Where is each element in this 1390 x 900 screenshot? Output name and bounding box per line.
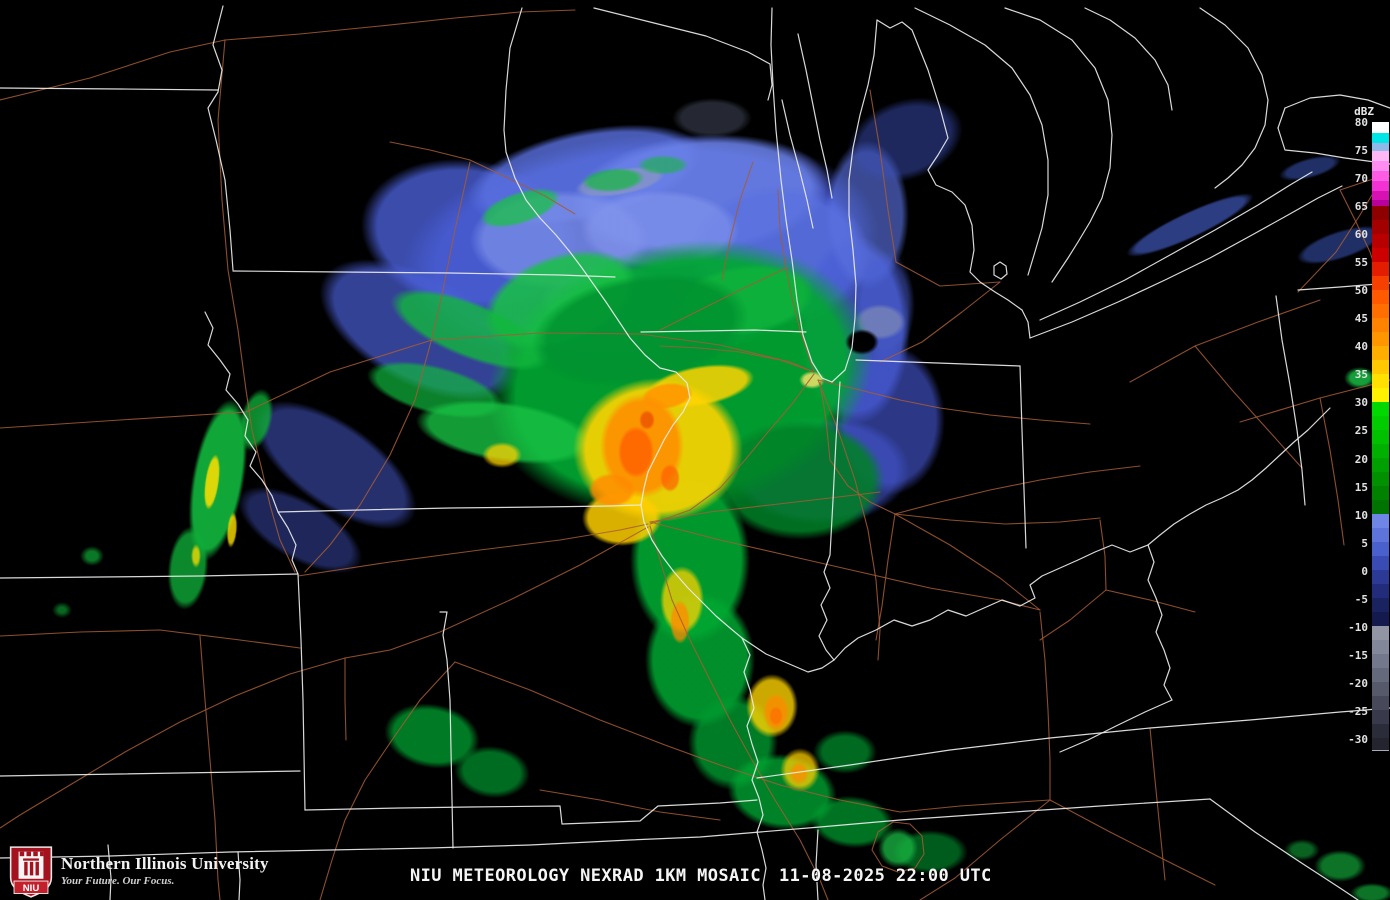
niu-shield-text: NIU — [23, 883, 40, 894]
colorbar-tick-80: 80 — [1354, 116, 1368, 129]
colorbar-segment — [1372, 181, 1389, 191]
colorbar-segment — [1372, 738, 1389, 750]
colorbar-segment — [1372, 360, 1389, 374]
colorbar-segment — [1372, 556, 1389, 570]
colorbar-segment — [1372, 682, 1389, 696]
colorbar-tick--10: -10 — [1348, 620, 1368, 634]
colorbar-tick--30: -30 — [1348, 732, 1368, 746]
colorbar-segment — [1372, 640, 1389, 654]
colorbar-segment — [1372, 598, 1389, 612]
colorbar-tick-0: 0 — [1361, 564, 1368, 578]
colorbar-segment — [1372, 444, 1389, 458]
product-datetime: 11-08-2025 22:00 UTC — [778, 866, 992, 886]
colorbar-segment — [1372, 374, 1389, 388]
colorbar-segment — [1372, 430, 1389, 444]
colorbar-segment — [1372, 724, 1389, 738]
reflectivity-colorbar — [1372, 122, 1389, 751]
colorbar-segment — [1372, 161, 1389, 171]
colorbar-segment — [1372, 318, 1389, 332]
colorbar-tick--20: -20 — [1348, 676, 1368, 690]
niu-logo: NIU Northern Illinois University Your Fu… — [8, 846, 269, 898]
colorbar-segment — [1372, 626, 1389, 640]
product-title: NIU METEOROLOGY NEXRAD 1KM MOSAIC — [410, 866, 761, 886]
colorbar-segment — [1372, 486, 1389, 500]
colorbar-segment — [1372, 276, 1389, 290]
colorbar-tick-25: 25 — [1354, 424, 1368, 438]
colorbar-segment — [1372, 122, 1389, 133]
niu-shield-icon: NIU — [9, 846, 53, 898]
colorbar-segment — [1372, 171, 1389, 181]
colorbar-tick-20: 20 — [1354, 452, 1368, 466]
colorbar-segment — [1372, 346, 1389, 360]
colorbar-segment — [1372, 500, 1389, 514]
colorbar-segment — [1372, 133, 1389, 143]
colorbar-segment — [1372, 472, 1389, 486]
university-tagline: Your Future. Our Focus. — [61, 875, 175, 887]
colorbar-segment — [1372, 143, 1389, 151]
colorbar-tick-40: 40 — [1354, 340, 1368, 354]
colorbar-segment — [1372, 654, 1389, 668]
colorbar-units-label: dBZ — [1354, 105, 1374, 118]
colorbar-segment — [1372, 290, 1389, 304]
colorbar-tick-10: 10 — [1354, 508, 1368, 522]
colorbar-segment — [1372, 262, 1389, 276]
colorbar-tick-45: 45 — [1354, 312, 1368, 326]
colorbar-segment — [1372, 206, 1389, 220]
colorbar-segment — [1372, 542, 1389, 556]
colorbar-segment — [1372, 612, 1389, 626]
colorbar-segment — [1372, 416, 1389, 430]
colorbar-segment — [1372, 248, 1389, 262]
colorbar-tick-30: 30 — [1354, 396, 1368, 410]
colorbar-tick-35: 35 — [1354, 368, 1368, 382]
colorbar-tick-15: 15 — [1354, 480, 1368, 494]
colorbar-segment — [1372, 528, 1389, 542]
colorbar-segment — [1372, 458, 1389, 472]
colorbar-segment — [1372, 200, 1389, 206]
university-name: Northern Illinois University — [61, 854, 269, 873]
colorbar-tick-70: 70 — [1354, 172, 1368, 186]
colorbar-tick-60: 60 — [1354, 228, 1368, 242]
colorbar-tick--15: -15 — [1348, 648, 1368, 662]
colorbar-segment — [1372, 514, 1389, 528]
colorbar-segment — [1372, 304, 1389, 318]
colorbar-tick-5: 5 — [1361, 536, 1368, 550]
colorbar-tick--25: -25 — [1348, 704, 1368, 718]
colorbar-tick-65: 65 — [1354, 200, 1368, 214]
colorbar-segment — [1372, 402, 1389, 416]
colorbar-tick-50: 50 — [1354, 284, 1368, 298]
colorbar-segment — [1372, 710, 1389, 724]
colorbar-segment — [1372, 388, 1389, 402]
colorbar-segment — [1372, 584, 1389, 598]
colorbar-segment — [1372, 234, 1389, 248]
colorbar-segment — [1372, 151, 1389, 161]
colorbar-segment — [1372, 668, 1389, 682]
colorbar-segment — [1372, 220, 1389, 234]
colorbar-tick--5: -5 — [1354, 592, 1368, 606]
colorbar-segment — [1372, 332, 1389, 346]
colorbar-segment — [1372, 191, 1389, 200]
colorbar-segment — [1372, 570, 1389, 584]
product-caption: NIU METEOROLOGY NEXRAD 1KM MOSAIC 11-08-2… — [410, 866, 992, 886]
colorbar-tick-75: 75 — [1354, 144, 1368, 158]
colorbar-tick-55: 55 — [1354, 256, 1368, 270]
colorbar-segment — [1372, 696, 1389, 710]
